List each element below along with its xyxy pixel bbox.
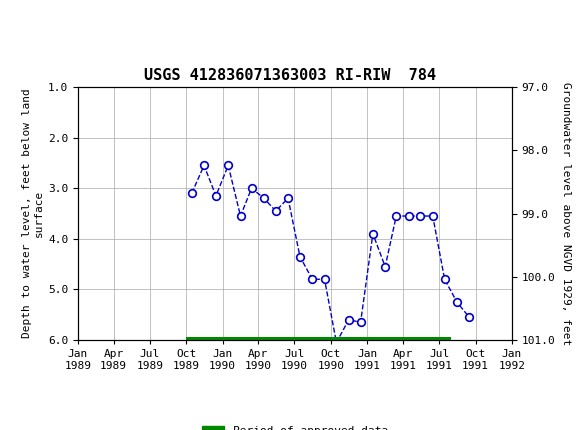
Text: USGS 412836071363003 RI-RIW  784: USGS 412836071363003 RI-RIW 784 <box>144 68 436 83</box>
Y-axis label: Groundwater level above NGVD 1929, feet: Groundwater level above NGVD 1929, feet <box>561 82 571 345</box>
Y-axis label: Depth to water level, feet below land
surface: Depth to water level, feet below land su… <box>22 89 44 338</box>
Legend: Period of approved data: Period of approved data <box>197 421 393 430</box>
Bar <box>186 337 451 343</box>
Text: USGS: USGS <box>49 10 96 25</box>
